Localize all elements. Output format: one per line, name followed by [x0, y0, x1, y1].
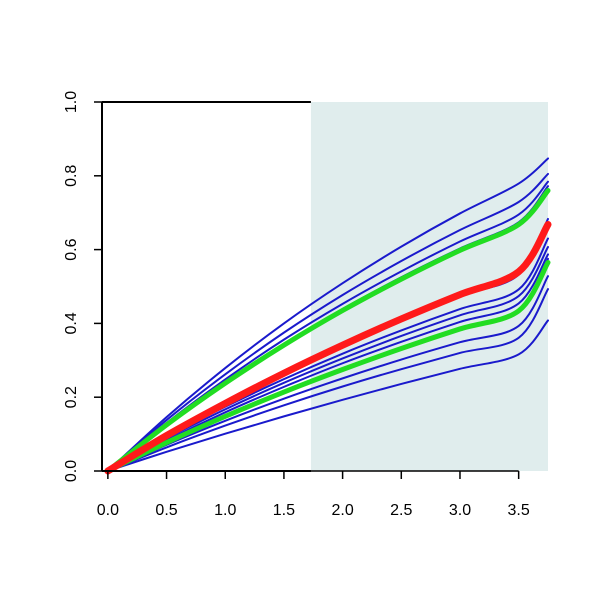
series-line-draw-11 — [106, 319, 549, 472]
y-tick-label-2: 0.4 — [63, 312, 80, 334]
x-tick-label-3: 1.5 — [273, 502, 295, 519]
series-line-band-12 — [105, 188, 551, 474]
series-line-band-13 — [105, 260, 551, 474]
shaded-region-layer — [310, 102, 548, 471]
x-tick-label-5: 2.5 — [390, 502, 412, 519]
series-line-draw-1 — [106, 172, 549, 472]
y-tick-label-1: 0.2 — [63, 386, 80, 408]
series-line-draw-0 — [106, 157, 549, 472]
shaded-region — [310, 102, 548, 471]
x-tick-label-6: 3.0 — [449, 502, 471, 519]
y-tick-label-0: 0.0 — [63, 460, 80, 482]
x-tick-label-4: 2.0 — [331, 502, 353, 519]
x-tick-label-0: 0.0 — [97, 502, 119, 519]
y-tick-label-5: 1.0 — [63, 91, 80, 113]
y-tick-label-4: 0.8 — [63, 165, 80, 187]
series-line-mean-14 — [104, 221, 552, 475]
series-line-draw-10 — [106, 288, 549, 472]
x-tick-label-7: 3.5 — [508, 502, 530, 519]
x-tick-label-2: 1.0 — [214, 502, 236, 519]
y-tick-label-3: 0.6 — [63, 238, 80, 260]
series-lines-layer — [104, 157, 552, 475]
axes-layer: 0.0 0.2 0.4 0.6 0.8 1.0 0.0 0.5 1.0 1.5 2.0 2.5 3.0 3… — [63, 91, 530, 519]
x-tick-label-1: 0.5 — [155, 502, 177, 519]
